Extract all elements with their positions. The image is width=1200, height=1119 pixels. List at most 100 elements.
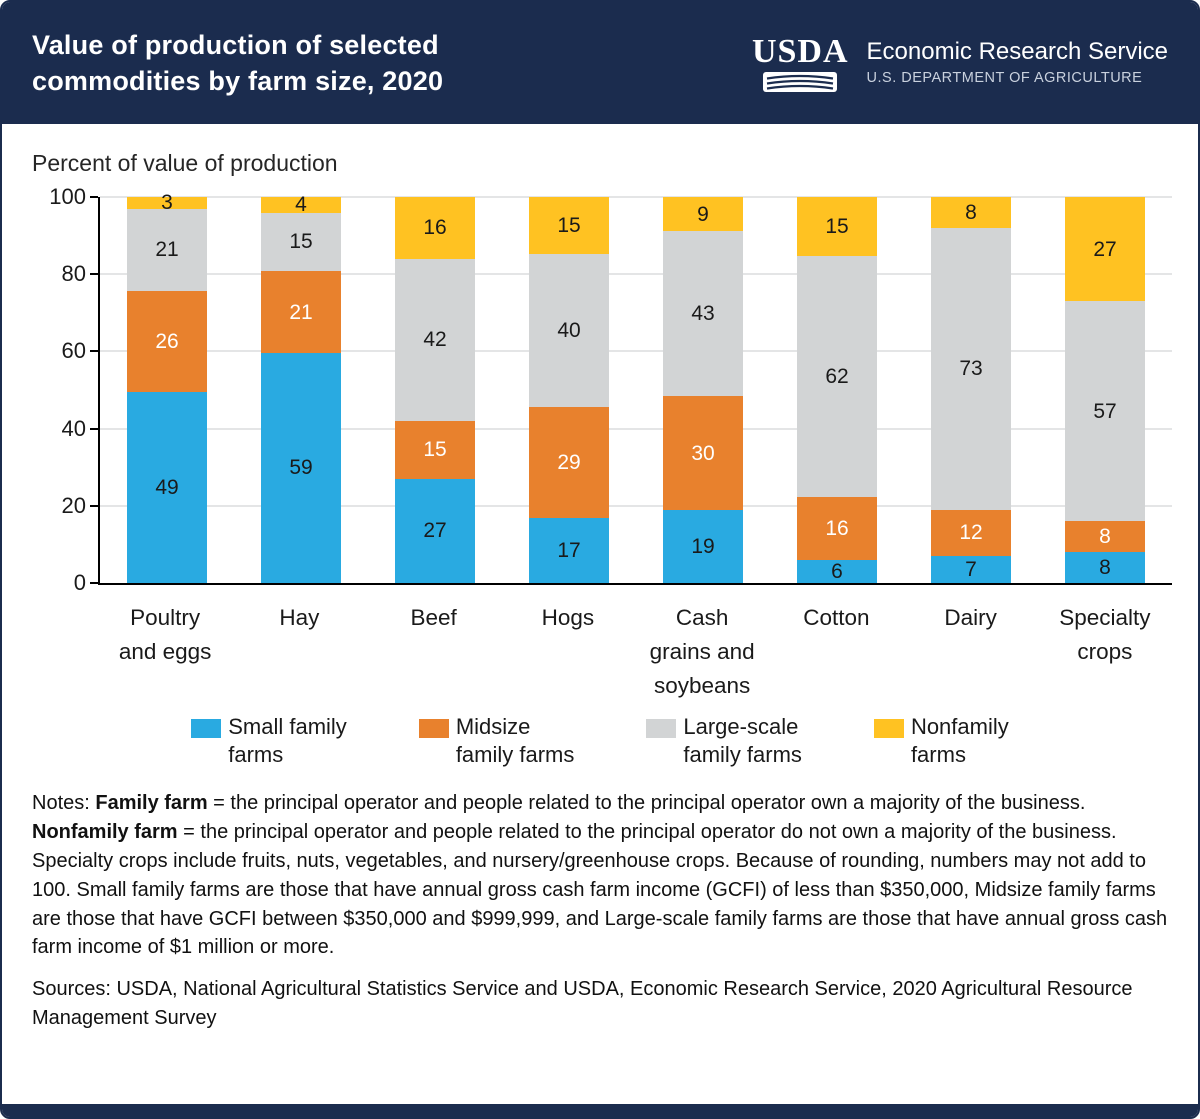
legend-swatch [191,719,222,738]
bar-value-label: 21 [155,238,179,262]
bar-value-label: 62 [825,364,849,388]
bar-value-label: 9 [697,202,709,226]
bar-segment: 17 [529,518,609,583]
bar-segment: 62 [797,255,877,498]
bar-value-label: 40 [557,319,581,343]
bar-value-label: 6 [831,559,843,583]
org-subtitle: U.S. DEPARTMENT OF AGRICULTURE [866,70,1143,86]
usda-logo: USDA [751,32,849,92]
notes-text: Notes: Family farm = the principal opera… [32,789,1168,962]
bar-segment: 57 [1065,301,1145,522]
stacked-bar: 8 8 57 27 [1065,197,1145,583]
legend-label: Large-scale family farms [683,714,802,768]
x-tick-label: Hay [279,605,320,630]
bar-segment: 6 [797,559,877,583]
bar-value-label: 17 [557,539,581,563]
x-tick-label: Cash grains and soybeans [649,605,755,698]
legend: Small family farms Midsize family farms La… [22,713,1178,769]
x-tick-label: Beef [410,605,457,630]
chart-axis-title: Percent of value of production [32,150,338,176]
sources-text: Sources: USDA, National Agricultural Sta… [32,978,1133,1029]
bar-value-label: 8 [1099,556,1111,580]
x-axis-labels: Poultry and eggs Hay Beef Hogs Cash grains a… [98,601,1172,702]
bar-value-label: 59 [289,456,313,480]
bar-segment: 4 [261,193,341,217]
bar-value-label: 43 [691,302,715,326]
bar-slot: 17 29 40 15 [502,197,636,583]
bar-segment: 73 [931,227,1011,510]
notes-segment-2: = the principal operator and people rela… [32,821,1168,959]
usda-brand: USDA Economic Research Service U.S. DEPA… [751,32,1168,92]
stacked-bar: 6 16 62 15 [797,197,877,583]
stacked-bar: 27 15 42 16 [395,197,475,583]
legend-label: Nonfamily farms [910,714,1009,768]
bar-segment: 7 [931,555,1011,583]
bar-slot: 27 15 42 16 [368,197,502,583]
bar-segment: 59 [261,352,341,583]
bar-segment: 3 [127,192,207,213]
gridline [100,273,1172,275]
y-tick-label: 100 [49,184,86,209]
bar-segment: 27 [1065,197,1145,302]
bar-segment: 29 [529,407,609,519]
legend-item: Midsize family farms [418,713,575,769]
y-tick-label: 60 [61,338,86,364]
org-text-block: Economic Research Service U.S. DEPARTMEN… [867,38,1168,88]
bar-segment: 19 [663,510,743,583]
bar-slot: 8 8 57 27 [1038,197,1172,583]
bar-segment: 15 [797,197,877,256]
usda-wordmark: USDA [751,32,849,70]
bar-slot: 49 26 21 3 [100,192,234,583]
y-axis-tick [90,196,98,198]
bar-value-label: 16 [825,516,849,540]
legend-item: Small family farms [191,713,347,769]
stacked-bar: 49 26 21 3 [127,192,207,583]
legend-swatch [646,719,677,738]
footer-bar [2,1104,1198,1117]
bar-slot: 6 16 62 15 [770,197,904,583]
bar-segment: 42 [395,258,475,421]
notes-segment-1: = the principal operator and people rela… [207,792,1086,815]
y-tick-label: 80 [61,261,86,287]
bar-segment: 21 [261,271,341,353]
gridline [100,196,1172,198]
bar-value-label: 4 [295,193,307,217]
y-axis-tick [90,504,98,507]
stacked-bar-chart: 0 20 40 60 80 100 49 26 21 3 59 21 15 4 27 15 42 16 17 29 40… [32,177,1172,705]
gridline [100,350,1172,352]
stacked-bar: 19 30 43 9 [663,197,743,583]
legend-label: Midsize family farms [455,714,575,768]
bar-value-label: 30 [691,441,715,465]
bar-segment: 15 [529,197,609,255]
bar-value-label: 3 [161,191,173,215]
bar-segment: 21 [127,208,207,291]
x-tick-label: Hogs [541,605,595,630]
usda-symbol-icon [763,71,838,92]
bar-segment: 16 [797,497,877,560]
bar-value-label: 12 [959,521,983,545]
notes-prefix: Notes: [32,792,96,815]
bar-slot: 7 12 73 8 [904,197,1038,583]
x-tick-label: Specialty crops [1059,605,1151,664]
bar-segment: 43 [663,231,743,396]
bar-segment: 26 [127,290,207,392]
x-tick-label: Dairy [944,605,997,630]
bar-value-label: 26 [155,329,179,353]
bar-segment: 15 [395,420,475,479]
stacked-bar: 59 21 15 4 [261,193,341,583]
header: Value of production of selected commodit… [2,2,1198,124]
plot-area: 0 20 40 60 80 100 49 26 21 3 59 21 15 4 27 15 42 16 17 29 40… [49,184,1172,595]
bar-value-label: 27 [1093,237,1117,261]
bar-value-label: 21 [289,300,313,324]
bar-value-label: 15 [825,214,849,238]
bar-value-label: 15 [289,230,313,254]
page-title: Value of production of selected commodit… [32,29,444,96]
bar-segment: 27 [395,478,475,583]
gridline [100,428,1172,430]
bar-segment: 30 [663,395,743,511]
bar-segment: 8 [1065,552,1145,583]
bar-value-label: 19 [691,535,715,559]
bar-value-label: 49 [155,475,179,499]
y-tick-label: 0 [73,570,86,595]
bar-segment: 12 [931,509,1011,556]
